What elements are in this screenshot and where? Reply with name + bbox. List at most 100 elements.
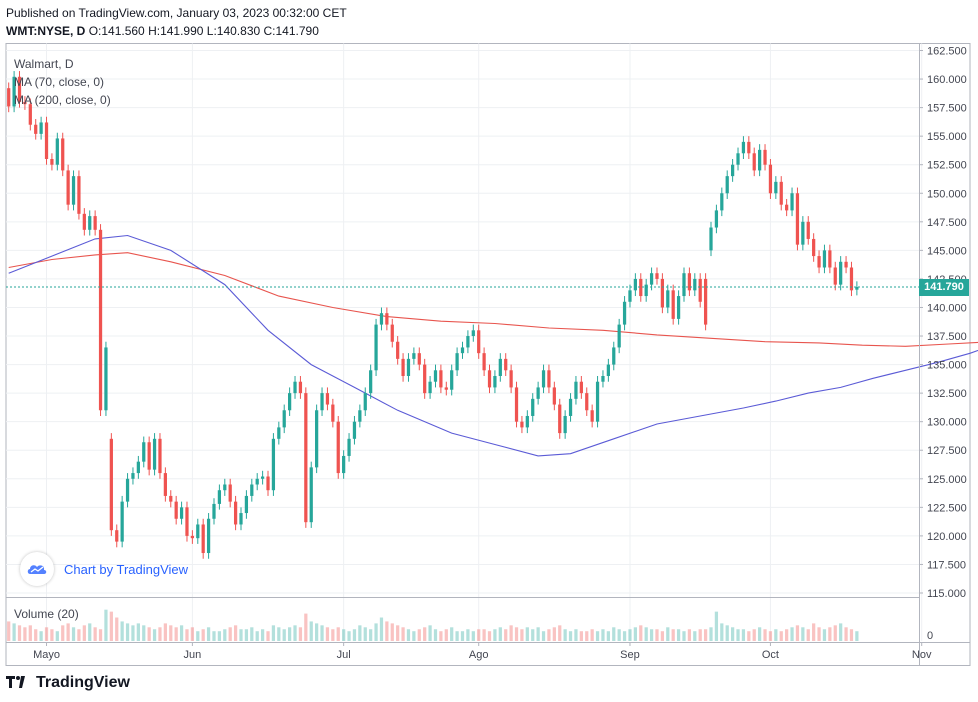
candle[interactable] — [163, 467, 167, 502]
candle[interactable] — [179, 501, 184, 525]
candle[interactable] — [720, 187, 724, 217]
candle[interactable] — [315, 404, 319, 474]
candle[interactable] — [730, 159, 735, 182]
candle[interactable] — [244, 490, 249, 519]
candle[interactable] — [855, 281, 859, 296]
candle[interactable] — [552, 381, 556, 411]
candle[interactable] — [412, 347, 416, 365]
candle[interactable] — [223, 478, 227, 496]
candle[interactable] — [406, 353, 411, 382]
candle[interactable] — [190, 530, 195, 544]
candle[interactable] — [352, 415, 357, 445]
candle[interactable] — [147, 436, 151, 476]
candle[interactable] — [774, 176, 778, 199]
candle[interactable] — [698, 273, 702, 308]
candle[interactable] — [671, 284, 675, 325]
candle[interactable] — [763, 144, 767, 171]
candle[interactable] — [277, 421, 281, 445]
watermark-text[interactable]: Chart by TradingView — [64, 561, 189, 577]
candle[interactable] — [844, 256, 848, 274]
candle[interactable] — [88, 210, 92, 236]
candle[interactable] — [612, 341, 616, 371]
candle[interactable] — [423, 358, 427, 399]
candle[interactable] — [212, 498, 216, 525]
x-axis[interactable]: MayoJunJulAgoSepOctNovDic23 — [33, 642, 978, 661]
legend-ma200[interactable]: MA (200, close, 0) — [14, 93, 111, 107]
candle[interactable] — [77, 170, 81, 220]
candle[interactable] — [233, 495, 238, 531]
candle[interactable] — [266, 470, 270, 496]
candle[interactable] — [169, 490, 173, 508]
candle[interactable] — [288, 387, 292, 416]
candle[interactable] — [628, 284, 632, 308]
candle[interactable] — [136, 455, 140, 479]
candle[interactable] — [131, 467, 135, 485]
candle[interactable] — [795, 187, 800, 251]
candle[interactable] — [450, 364, 454, 396]
candle[interactable] — [752, 147, 756, 177]
candle[interactable] — [331, 398, 335, 428]
candle[interactable] — [455, 347, 459, 376]
candle[interactable] — [633, 273, 637, 297]
candle[interactable] — [93, 210, 97, 236]
candle[interactable] — [460, 341, 465, 359]
candle[interactable] — [61, 132, 65, 177]
candle[interactable] — [142, 436, 146, 468]
candle[interactable] — [849, 261, 854, 297]
candle[interactable] — [320, 387, 324, 416]
candle[interactable] — [363, 387, 367, 416]
candle[interactable] — [66, 164, 70, 211]
tradingview-watermark[interactable]: Chart by TradingView — [20, 552, 188, 586]
candle[interactable] — [369, 364, 373, 399]
candle[interactable] — [109, 433, 113, 536]
legend-ma70[interactable]: MA (70, close, 0) — [14, 75, 105, 89]
candle[interactable] — [812, 233, 816, 262]
candle[interactable] — [579, 376, 583, 399]
candle[interactable] — [703, 273, 708, 331]
candle[interactable] — [433, 364, 438, 388]
candle[interactable] — [255, 473, 259, 491]
candle[interactable] — [487, 364, 492, 394]
candle[interactable] — [50, 153, 54, 171]
candle[interactable] — [206, 513, 211, 559]
candle[interactable] — [125, 473, 130, 508]
candle[interactable] — [217, 484, 222, 510]
candle[interactable] — [228, 478, 232, 508]
candle[interactable] — [28, 98, 32, 131]
candle[interactable] — [417, 347, 421, 371]
candle[interactable] — [822, 244, 827, 274]
candle[interactable] — [768, 159, 773, 199]
candle[interactable] — [504, 353, 508, 376]
candle[interactable] — [666, 284, 670, 314]
candle[interactable] — [282, 404, 286, 434]
ma200-line[interactable] — [8, 252, 978, 347]
candle[interactable] — [574, 376, 578, 405]
candle[interactable] — [660, 273, 665, 314]
candle[interactable] — [676, 290, 681, 325]
candle[interactable] — [34, 119, 38, 140]
candle[interactable] — [801, 216, 805, 251]
candle[interactable] — [71, 170, 76, 211]
candle[interactable] — [790, 187, 794, 217]
candle[interactable] — [498, 353, 502, 382]
candle[interactable] — [585, 387, 589, 416]
candle[interactable] — [271, 433, 276, 496]
candle[interactable] — [298, 376, 303, 399]
candle[interactable] — [741, 136, 746, 159]
candle[interactable] — [396, 336, 400, 365]
candle[interactable] — [250, 478, 254, 502]
candle[interactable] — [758, 144, 762, 177]
candle[interactable] — [120, 495, 124, 548]
candle[interactable] — [714, 204, 719, 234]
candle[interactable] — [531, 393, 535, 422]
candle[interactable] — [428, 376, 432, 399]
candle[interactable] — [260, 470, 265, 485]
candle[interactable] — [12, 71, 16, 113]
candle[interactable] — [839, 256, 843, 291]
candle[interactable] — [358, 404, 362, 428]
candle[interactable] — [493, 370, 497, 394]
candle[interactable] — [693, 273, 697, 297]
candle[interactable] — [158, 433, 162, 479]
candle[interactable] — [342, 450, 346, 479]
